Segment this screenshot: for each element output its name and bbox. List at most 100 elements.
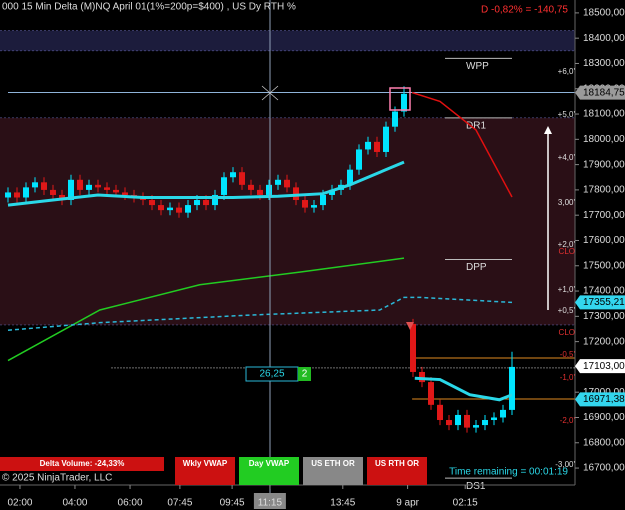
y-tick-label: 17200,00 bbox=[583, 336, 625, 347]
candle-body bbox=[50, 189, 56, 195]
candle-body bbox=[185, 205, 191, 213]
y-tick-label: 16800,00 bbox=[583, 437, 625, 448]
signal-arrow bbox=[406, 322, 414, 330]
price-marker-label: 17355,21 bbox=[583, 297, 625, 308]
arrow-head bbox=[544, 126, 552, 134]
candle-body bbox=[176, 207, 182, 213]
candle-body bbox=[401, 93, 407, 112]
candle-body bbox=[509, 366, 515, 410]
zone bbox=[0, 30, 575, 51]
button[interactable] bbox=[303, 457, 363, 485]
pct-label: 3,00' bbox=[558, 198, 576, 207]
candle-body bbox=[257, 189, 263, 195]
candle-body bbox=[365, 141, 371, 150]
indicator-line bbox=[7, 296, 513, 331]
candle-body bbox=[482, 420, 488, 426]
candle-body bbox=[59, 194, 65, 201]
x-tick-label: 13:45 bbox=[330, 498, 355, 509]
candle-body bbox=[194, 200, 200, 206]
order-count-box[interactable] bbox=[298, 367, 311, 381]
candle-body bbox=[383, 126, 389, 152]
pct-label: -0,5' bbox=[560, 350, 576, 359]
candle-body bbox=[455, 414, 461, 426]
candle-body bbox=[302, 200, 308, 208]
clo-label: CLO bbox=[559, 247, 575, 256]
pivot-label: WPP bbox=[466, 61, 489, 72]
order-price: 26,25 bbox=[259, 369, 284, 380]
candle-body bbox=[5, 192, 11, 198]
candle-body bbox=[491, 417, 497, 421]
candle-body bbox=[32, 182, 38, 188]
candle-body bbox=[311, 205, 317, 208]
pct-label: -1,0' bbox=[560, 373, 576, 382]
price-marker-label: 18184,75 bbox=[583, 87, 625, 98]
candle-body bbox=[122, 192, 128, 195]
candle-body bbox=[356, 149, 362, 170]
candle-body bbox=[437, 404, 443, 421]
candle-body bbox=[347, 169, 353, 185]
y-tick-label: 17600,00 bbox=[583, 235, 625, 246]
candle-body bbox=[473, 425, 479, 428]
indicator-line bbox=[7, 160, 405, 207]
y-tick-label: 17500,00 bbox=[583, 260, 625, 271]
candle-body bbox=[41, 182, 47, 190]
candle-body bbox=[329, 189, 335, 195]
candle-body bbox=[68, 179, 74, 201]
button[interactable] bbox=[367, 457, 427, 485]
indicator-line bbox=[7, 257, 405, 362]
change-label: D -0,82% = -140,75 bbox=[481, 5, 568, 16]
candle-body bbox=[428, 382, 434, 405]
candle-body bbox=[293, 187, 299, 201]
x-tick-label: 09:45 bbox=[220, 498, 245, 509]
candle-body bbox=[104, 187, 110, 190]
candle-body bbox=[14, 192, 20, 198]
y-tick-label: 17400,00 bbox=[583, 286, 625, 297]
candle-body bbox=[392, 111, 398, 127]
candle-body bbox=[77, 179, 83, 190]
candle-body bbox=[167, 207, 173, 211]
button[interactable] bbox=[175, 457, 235, 485]
candle-body bbox=[320, 194, 326, 206]
candle-body bbox=[86, 184, 92, 190]
candle-body bbox=[500, 409, 506, 418]
candle-body bbox=[23, 187, 29, 198]
y-tick-label: 16900,00 bbox=[583, 412, 625, 423]
zone bbox=[0, 117, 575, 325]
pct-label: -2,0' bbox=[560, 416, 576, 425]
button[interactable] bbox=[239, 457, 299, 485]
button-label: Day VWAP bbox=[249, 459, 290, 468]
pct-label: +4,0' bbox=[558, 153, 576, 162]
candle-body bbox=[203, 200, 209, 206]
y-tick-label: 18400,00 bbox=[583, 33, 625, 44]
candle-body bbox=[221, 177, 227, 195]
y-tick-label: 16700,00 bbox=[583, 463, 625, 474]
pct-label: +2,0' bbox=[558, 240, 576, 249]
right-labels: +6,0' +5,0' +4,0' 3,00' +2,0' CLO +1,0' … bbox=[555, 67, 575, 469]
candle-body bbox=[374, 141, 380, 152]
button[interactable] bbox=[0, 457, 164, 471]
y-tick-label: 18000,00 bbox=[583, 134, 625, 145]
candle-body bbox=[158, 205, 164, 211]
x-tick-label: 02:00 bbox=[7, 498, 32, 509]
x-tick-label: 06:00 bbox=[118, 498, 143, 509]
pct-label: +0,5' bbox=[558, 306, 576, 315]
x-tick-label: 9 apr bbox=[396, 498, 419, 509]
price-marker bbox=[575, 359, 625, 374]
pivot-label: DS1 bbox=[466, 481, 486, 492]
candle-body bbox=[464, 414, 470, 428]
candle-body bbox=[248, 184, 254, 190]
candle-body bbox=[275, 179, 281, 185]
button-label: US RTH OR bbox=[375, 459, 419, 468]
pct-label: +6,0' bbox=[558, 67, 576, 76]
plot: WPP DR1 DPP DS1 bbox=[5, 57, 575, 492]
price-marker-label: 17103,00 bbox=[583, 361, 625, 372]
copyright: © 2025 NinjaTrader, LLC bbox=[2, 473, 112, 484]
candle-body bbox=[149, 200, 155, 206]
candle-body bbox=[230, 172, 236, 178]
y-tick-label: 17300,00 bbox=[583, 311, 625, 322]
button-label: US ETH OR bbox=[311, 459, 355, 468]
x-tick-label: 07:45 bbox=[167, 498, 192, 509]
x-cursor-box bbox=[253, 493, 286, 509]
indicator-line bbox=[414, 376, 513, 402]
y-tick-label: 18300,00 bbox=[583, 58, 625, 69]
